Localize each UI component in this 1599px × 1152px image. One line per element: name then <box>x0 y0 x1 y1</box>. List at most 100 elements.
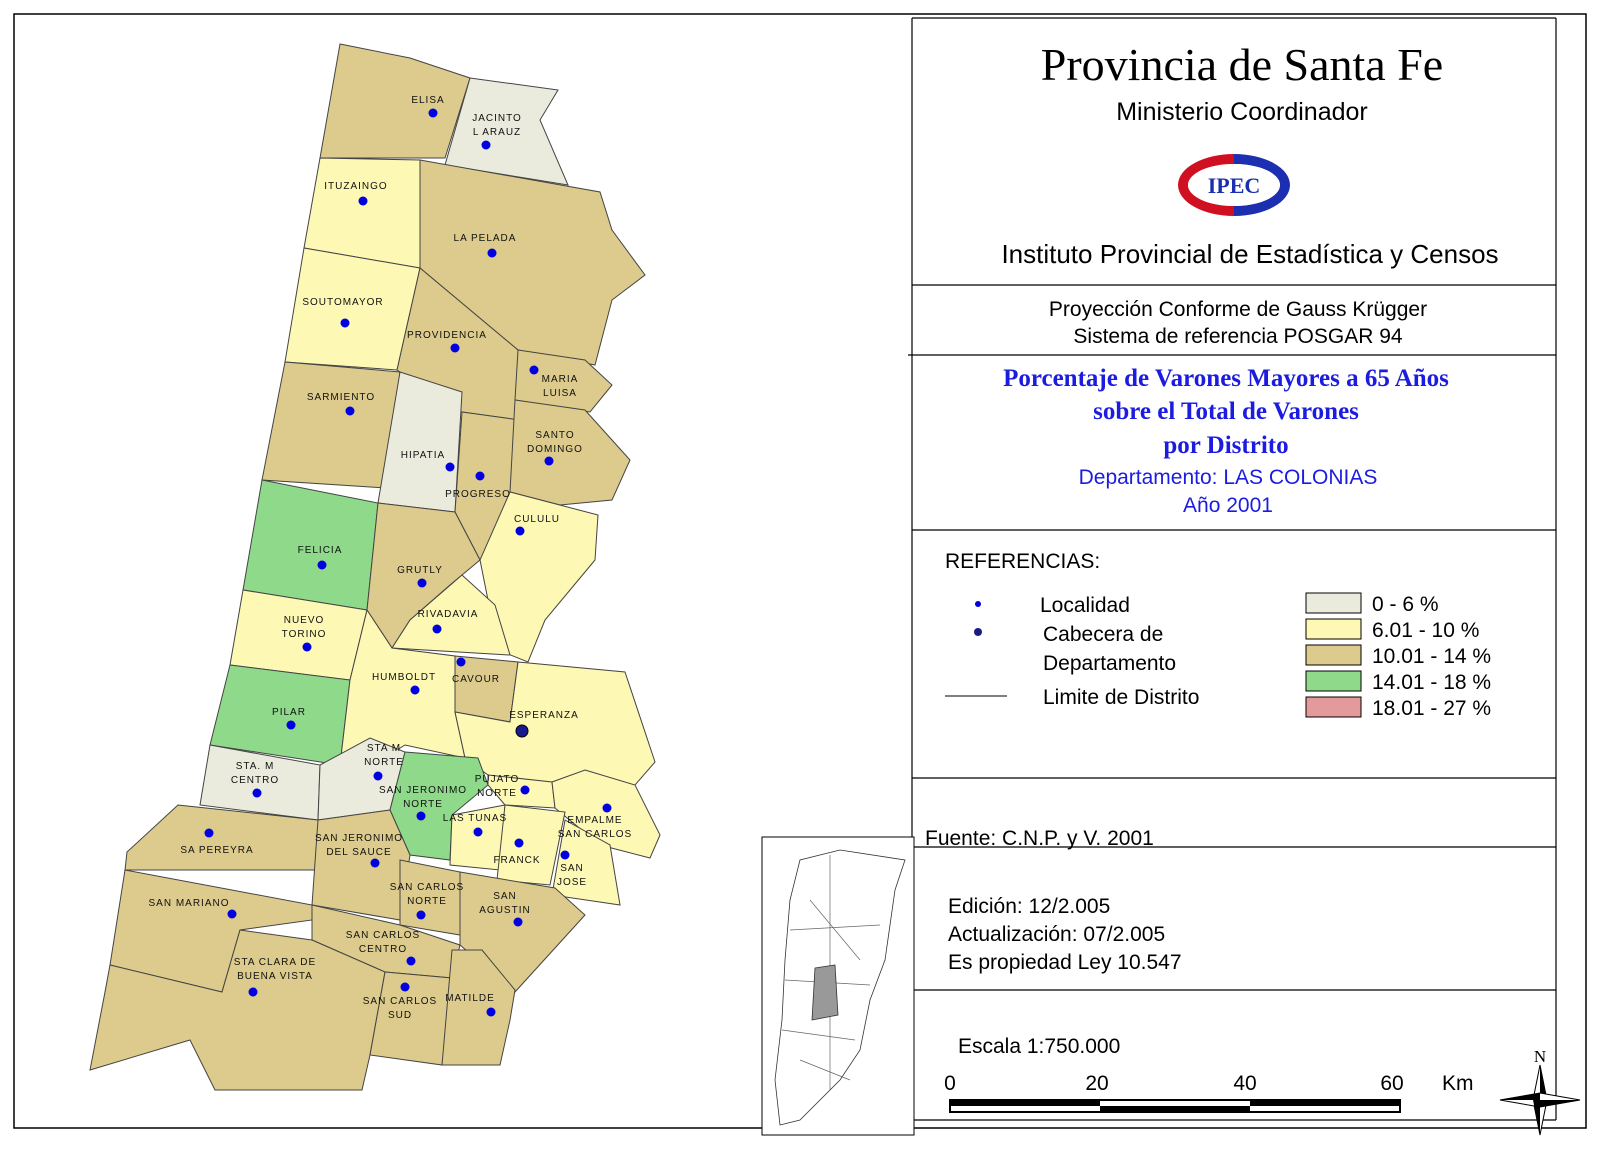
legend-symbol: Cabecera de <box>1043 623 1163 646</box>
edition: Edición: 12/2.005 <box>948 895 1110 918</box>
locality <box>456 657 466 667</box>
institute: Instituto Provincial de Estadística y Ce… <box>1001 239 1498 269</box>
locality <box>560 850 570 860</box>
locality <box>252 788 262 798</box>
legend-class-label: 18.01 - 27 % <box>1372 697 1491 720</box>
locality-symbol <box>975 601 981 607</box>
district <box>551 819 621 906</box>
locality <box>406 956 416 966</box>
scale-label: 20 <box>1085 1072 1108 1095</box>
north-arrow: N <box>1499 1047 1581 1136</box>
district <box>284 247 421 371</box>
district-label: JOSE <box>557 877 587 888</box>
district-label: ITUZAINGO <box>324 181 387 192</box>
district <box>551 769 661 859</box>
locality <box>475 471 485 481</box>
district-label: STA M <box>367 743 401 754</box>
district-label: ESPERANZA <box>509 710 579 721</box>
locality <box>481 140 491 150</box>
locality <box>520 785 530 795</box>
locality <box>513 917 523 927</box>
scale-label: 40 <box>1233 1072 1256 1095</box>
locality <box>602 803 612 813</box>
district <box>441 949 516 1066</box>
district <box>444 77 569 186</box>
district-label: NORTE <box>364 757 404 768</box>
map-title: por Distrito <box>1163 432 1288 459</box>
district-label: SAN <box>493 891 517 902</box>
district <box>479 491 599 663</box>
district-label: SOUTOMAYOR <box>302 297 383 308</box>
district-label: MATILDE <box>445 993 495 1004</box>
scale-bar <box>949 1099 1401 1113</box>
district-label: L ARAUZ <box>473 127 521 138</box>
title: Provincia de Santa Fe <box>1041 39 1443 90</box>
legend-swatch <box>1305 644 1362 666</box>
district-label: GRUTLY <box>397 565 443 576</box>
district-label: DOMINGO <box>527 444 583 455</box>
edition: Es propiedad Ley 10.547 <box>948 951 1182 974</box>
legend-swatch <box>1305 618 1362 640</box>
district-label: JACINTO <box>472 113 522 124</box>
district-label: PILAR <box>272 707 306 718</box>
locality <box>417 578 427 588</box>
scale-title: Escala 1:750.000 <box>958 1035 1120 1058</box>
locality <box>416 811 426 821</box>
district-label: FELICIA <box>298 545 343 556</box>
legend-class-label: 6.01 - 10 % <box>1372 619 1479 642</box>
locality <box>370 858 380 868</box>
district-label: SA PEREYRA <box>180 845 253 856</box>
map-title: Porcentaje de Varones Mayores a 65 Años <box>1003 365 1449 392</box>
district <box>391 574 511 656</box>
locality <box>345 406 355 416</box>
locality <box>286 720 296 730</box>
district-label: FRANCK <box>493 855 540 866</box>
logo-text: IPEC <box>1208 173 1261 198</box>
locality <box>544 456 554 466</box>
district-label: SAN CARLOS <box>346 930 420 941</box>
district-label: EMPALME <box>567 815 622 826</box>
locality <box>204 828 214 838</box>
district-label: CULULU <box>514 514 560 525</box>
district-label: SAN CARLOS <box>558 829 632 840</box>
district-label: STA CLARA DE <box>234 957 316 968</box>
district <box>319 43 471 159</box>
district-label: CENTRO <box>359 944 407 955</box>
legend-classes: 0 - 6 % 6.01 - 10 % 10.01 - 14 % 14.01 - 18… <box>1305 592 1491 720</box>
legend-symbol: Localidad <box>1040 594 1130 617</box>
district-label: RIVADAVIA <box>418 609 479 620</box>
district-label: NORTE <box>407 896 447 907</box>
locality <box>432 624 442 634</box>
district-label: SUD <box>388 1010 412 1021</box>
legend-class-label: 10.01 - 14 % <box>1372 645 1491 668</box>
legend-class-label: 0 - 6 % <box>1372 593 1439 616</box>
district-label: LA PELADA <box>454 233 517 244</box>
department-seat <box>515 724 529 738</box>
map-title: sobre el Total de Varones <box>1093 398 1359 425</box>
district <box>311 809 411 921</box>
district-map: ELISA JACINTO L ARAUZ ITUZAINGO LA PELADA SOU… <box>89 43 661 1091</box>
locality <box>445 462 455 472</box>
north-label: N <box>1534 1047 1546 1066</box>
department: Departamento: LAS COLONIAS <box>1079 466 1378 489</box>
district-label: MARIA <box>542 374 579 385</box>
locality <box>358 196 368 206</box>
locality <box>302 642 312 652</box>
locality <box>487 248 497 258</box>
legend-class-label: 14.01 - 18 % <box>1372 671 1491 694</box>
projection: Proyección Conforme de Gauss Krügger <box>1049 298 1427 321</box>
district-label: CENTRO <box>231 775 279 786</box>
locality <box>227 909 237 919</box>
district <box>124 804 319 871</box>
district-label: DEL SAUCE <box>326 847 391 858</box>
locality <box>373 771 383 781</box>
projection: Sistema de referencia POSGAR 94 <box>1073 325 1402 348</box>
locality <box>317 560 327 570</box>
locality <box>450 343 460 353</box>
legend-swatch <box>1305 592 1362 614</box>
year: Año 2001 <box>1183 494 1273 517</box>
legend-title: REFERENCIAS: <box>945 550 1100 573</box>
district-label: SANTO <box>535 430 574 441</box>
edition: Actualización: 07/2.005 <box>948 923 1165 946</box>
